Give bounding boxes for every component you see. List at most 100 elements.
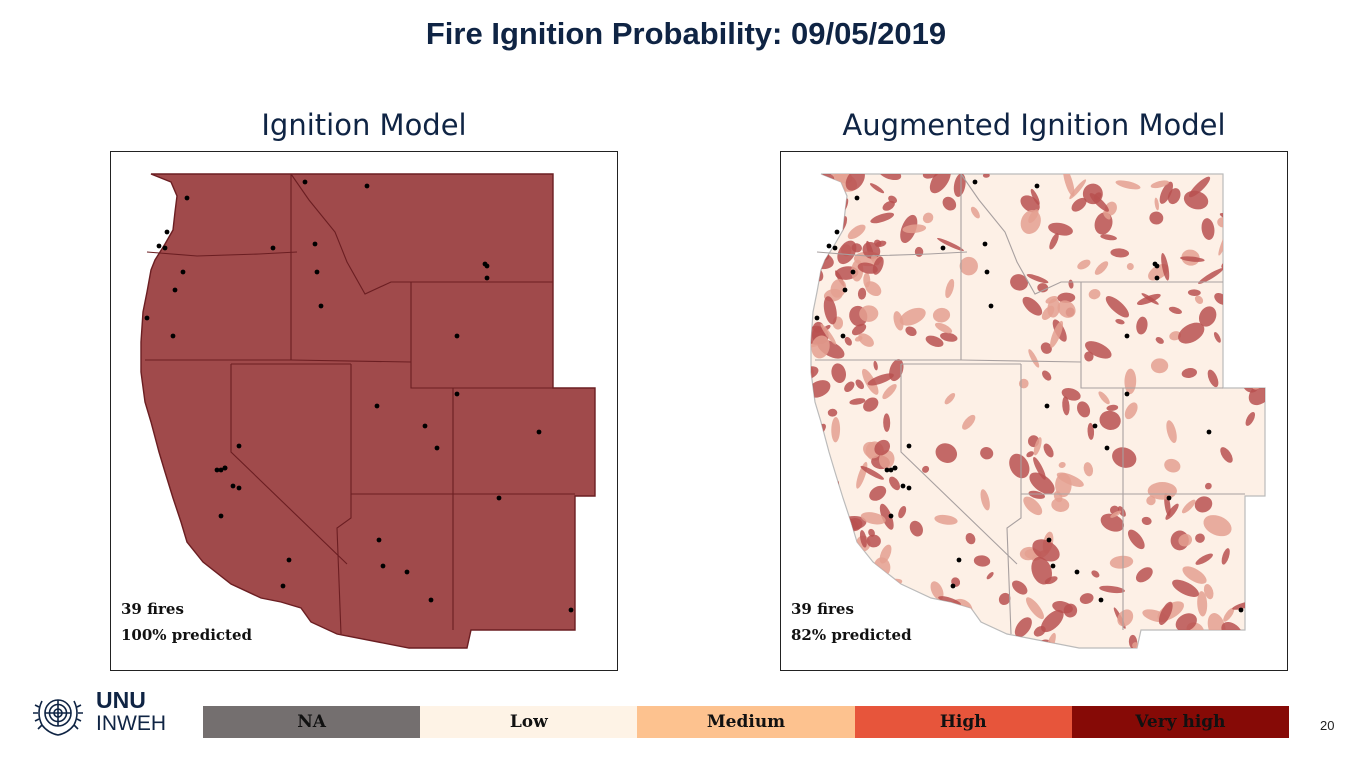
fire-point — [1074, 569, 1080, 575]
state-borders — [145, 173, 575, 635]
fire-point — [434, 445, 440, 451]
fire-point — [984, 269, 990, 275]
fire-point — [1166, 495, 1172, 501]
fire-point — [982, 241, 988, 247]
map-panel-ignition-model: 39 fires 100% predicted — [110, 151, 618, 671]
fire-point — [312, 241, 318, 247]
fire-point — [484, 275, 490, 281]
fire-point — [454, 333, 460, 339]
fire-point — [364, 183, 370, 189]
fire-point — [286, 557, 292, 563]
state-border — [960, 359, 1082, 363]
fire-point — [404, 569, 410, 575]
fire-point — [940, 245, 946, 251]
fire-point — [484, 263, 490, 269]
fire-point — [302, 179, 308, 185]
slide-title: Fire Ignition Probability: 09/05/2019 — [425, 16, 947, 51]
fire-point — [950, 583, 956, 589]
fire-point — [884, 467, 890, 473]
fire-point — [162, 245, 168, 251]
fire-point — [1124, 391, 1130, 397]
fire-point — [988, 303, 994, 309]
fire-point — [1034, 183, 1040, 189]
fire-point — [1238, 607, 1244, 613]
fire-point — [218, 513, 224, 519]
map-ignition-model — [140, 173, 596, 649]
fires-count: 39 fires — [121, 600, 184, 618]
state-borders — [815, 173, 1245, 635]
predicted-percent: 100% predicted — [121, 626, 253, 644]
fire-point — [892, 465, 898, 471]
fire-point — [380, 563, 386, 569]
legend-item-na: NA — [203, 706, 421, 738]
fire-point — [1104, 445, 1110, 451]
fire-point — [842, 287, 848, 293]
state-border — [146, 251, 298, 257]
fire-points — [144, 179, 574, 613]
map-stats-ignition: 39 fires 100% predicted — [121, 596, 252, 648]
fire-point — [314, 269, 320, 275]
state-border — [1006, 494, 1022, 635]
fire-point — [144, 315, 150, 321]
fire-point — [218, 467, 224, 473]
legend-item-low: Low — [420, 706, 638, 738]
fire-point — [888, 513, 894, 519]
fire-point — [1044, 403, 1050, 409]
logo-inweh-text: INWEH — [96, 712, 166, 735]
fire-point — [428, 597, 434, 603]
fire-point — [180, 269, 186, 275]
fire-points — [814, 179, 1244, 613]
region-fill — [810, 173, 1266, 649]
fire-point — [1206, 429, 1212, 435]
legend-item-high: High — [854, 706, 1072, 738]
predicted-percent: 82% predicted — [791, 626, 912, 644]
fire-point — [832, 245, 838, 251]
state-border — [290, 173, 412, 362]
state-border — [290, 359, 412, 363]
fire-point — [1050, 563, 1056, 569]
state-border — [230, 364, 348, 565]
panel-title-ignition-model: Ignition Model — [261, 108, 467, 142]
state-border — [960, 173, 1082, 362]
fire-point — [270, 245, 276, 251]
fire-point — [834, 229, 840, 235]
fire-point — [454, 391, 460, 397]
fire-point — [376, 537, 382, 543]
state-border — [816, 251, 968, 257]
region-fill — [140, 173, 596, 649]
fire-point — [496, 495, 502, 501]
probability-legend: NA Low Medium High Very high — [203, 706, 1290, 738]
fire-point — [230, 483, 236, 489]
fire-point — [814, 315, 820, 321]
fire-point — [170, 333, 176, 339]
fire-point — [222, 465, 228, 471]
fire-point — [374, 403, 380, 409]
logo-unu-text: UNU — [96, 687, 146, 713]
map-augmented-model — [810, 173, 1266, 649]
fire-point — [826, 243, 832, 249]
fire-point — [164, 229, 170, 235]
fire-point — [236, 443, 242, 449]
fire-point — [888, 467, 894, 473]
fire-point — [1124, 333, 1130, 339]
fire-point — [850, 269, 856, 275]
fire-point — [156, 243, 162, 249]
fire-point — [568, 607, 574, 613]
fire-point — [972, 179, 978, 185]
fire-point — [906, 485, 912, 491]
map-panel-augmented-model: 39 fires 82% predicted — [780, 151, 1288, 671]
state-border — [900, 364, 1018, 565]
state-border — [336, 494, 352, 635]
fires-count: 39 fires — [791, 600, 854, 618]
fire-point — [280, 583, 286, 589]
fire-point — [184, 195, 190, 201]
map-stats-augmented: 39 fires 82% predicted — [791, 596, 912, 648]
fire-point — [1046, 537, 1052, 543]
fire-point — [1092, 423, 1098, 429]
fire-point — [318, 303, 324, 309]
fire-point — [214, 467, 220, 473]
fire-point — [900, 483, 906, 489]
fire-point — [840, 333, 846, 339]
fire-point — [1098, 597, 1104, 603]
fire-point — [536, 429, 542, 435]
